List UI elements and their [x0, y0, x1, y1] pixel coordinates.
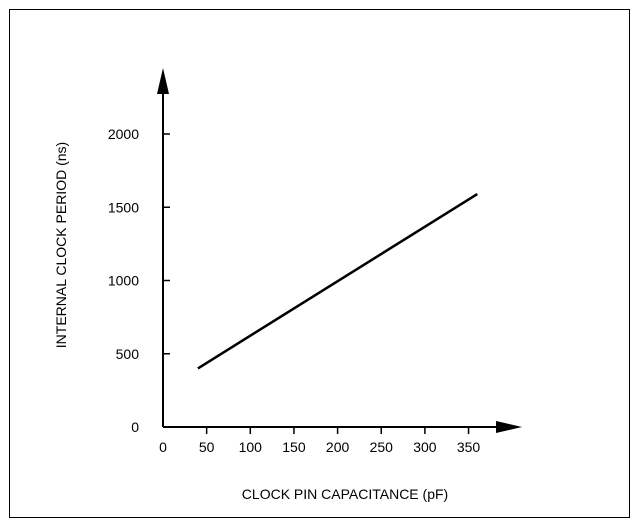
x-tick-label: 0 [159, 439, 167, 455]
series-group [197, 193, 478, 370]
y-tick-label: 1500 [108, 199, 139, 215]
y-tick-label: 2000 [108, 126, 139, 142]
x-tick-label: 200 [326, 439, 350, 455]
x-tick-label: 350 [457, 439, 481, 455]
chart-frame [9, 9, 630, 518]
axes [157, 68, 522, 433]
ticks: 0 500 1000 1500 2000 0 50 100 150 200 250 300 350 [108, 126, 481, 455]
x-tick-label: 300 [413, 439, 437, 455]
y-axis-arrow [157, 68, 169, 94]
series-line [197, 193, 478, 370]
y-tick-label: 1000 [108, 273, 139, 289]
y-tick-label: 0 [131, 419, 139, 435]
y-tick-label: 500 [116, 346, 140, 362]
x-axis-label: CLOCK PIN CAPACITANCE (pF) [242, 486, 448, 502]
y-axis-label: INTERNAL CLOCK PERIOD (ns) [53, 142, 69, 348]
x-tick-label: 150 [282, 439, 306, 455]
x-tick-label: 250 [370, 439, 394, 455]
x-tick-label: 50 [199, 439, 215, 455]
x-axis-arrow [496, 421, 522, 433]
x-tick-label: 100 [239, 439, 263, 455]
